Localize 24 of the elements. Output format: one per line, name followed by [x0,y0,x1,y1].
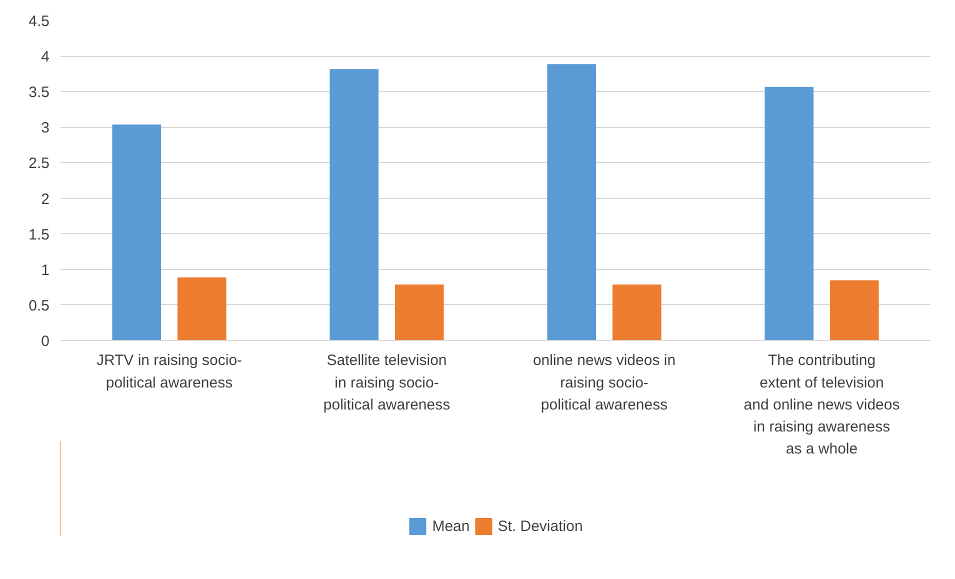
bar [112,124,162,340]
y-tick-label: 1 [41,262,50,279]
x-tick-label: online news videos in raising socio-political awareness [532,352,676,414]
legend-label: Mean [432,518,470,534]
y-tick-label: 4.5 [28,13,50,30]
x-tick-label: Satellite television in raising socio-political awareness [323,352,450,414]
bar [612,284,662,340]
y-tick-label: 2 [41,190,50,208]
y-tick-label: 4 [41,48,50,66]
y-tick-label: 3.5 [28,84,50,102]
y-tick-label: 0.5 [28,297,50,314]
legend-label: St. Deviation [498,518,583,534]
bar [830,280,879,340]
bar [764,86,814,340]
bar [177,277,226,340]
x-tick-label: The contributing extent of television and online news videos in raising awareness as a whole [744,352,900,458]
x-tick-label: JRTV in raising socio-political awareness [96,352,242,392]
bar [394,284,444,340]
y-tick-label: 1.5 [28,226,50,244]
y-tick-label: 3 [41,120,50,137]
bar [547,64,596,340]
y-tick-label: 0 [41,333,50,350]
y-tick-label: 2.5 [28,155,50,172]
bar [330,69,379,340]
